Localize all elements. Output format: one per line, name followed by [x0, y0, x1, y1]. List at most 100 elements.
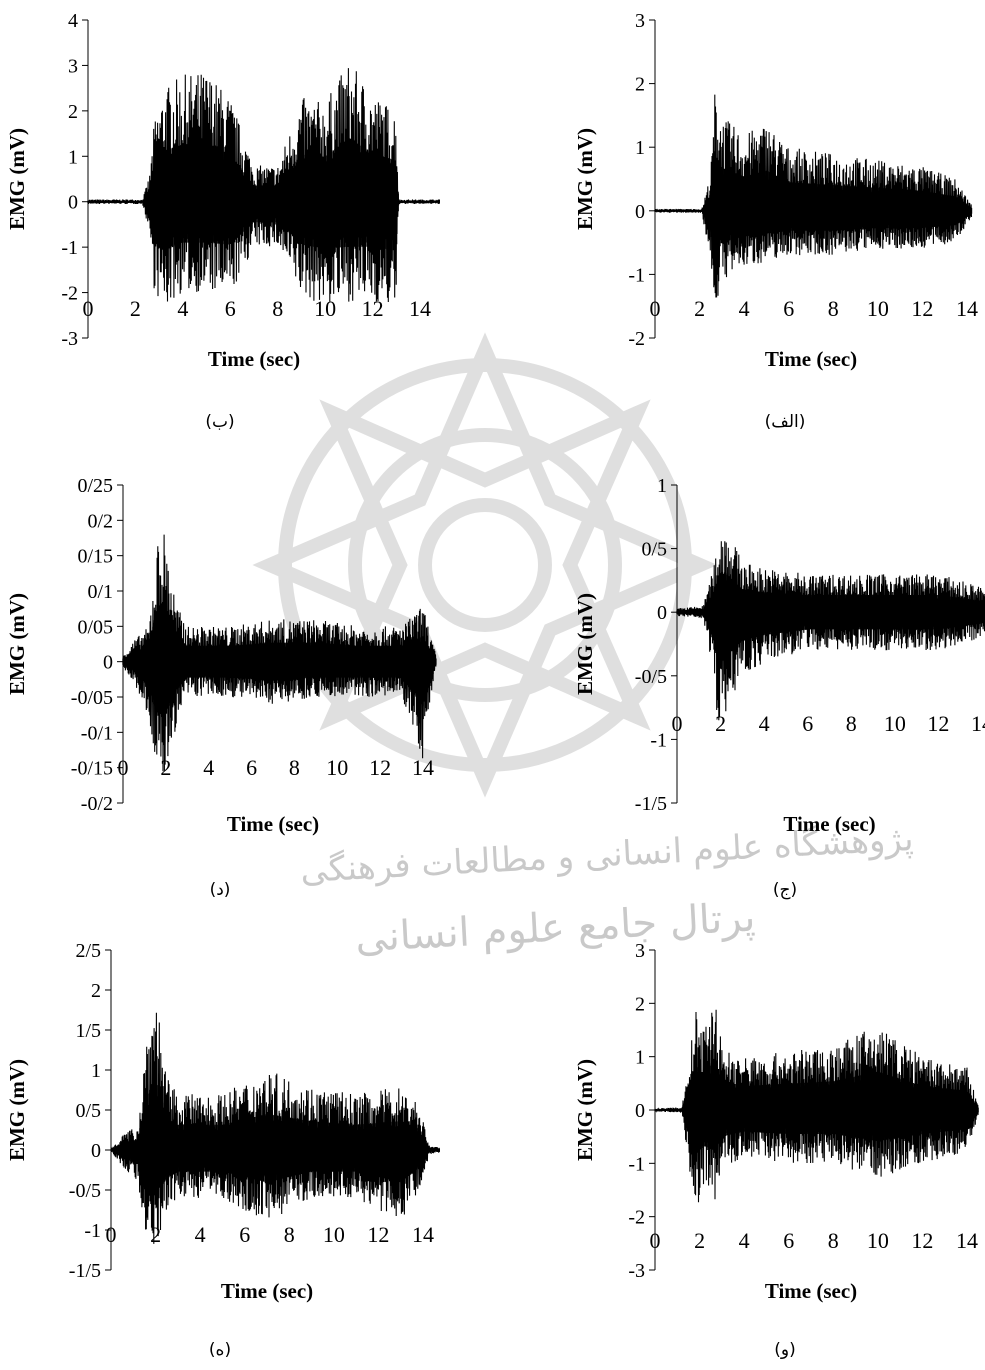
y-tick-label: -2 — [628, 328, 645, 350]
emg-signal-line — [676, 541, 985, 721]
y-tick-label: -0/15 — [71, 758, 113, 780]
caption-h: (ه) — [208, 1340, 232, 1360]
x-tick-label: 8 — [846, 711, 857, 736]
y-tick-label: -1/5 — [69, 1260, 101, 1282]
x-tick-label: 2 — [130, 296, 141, 321]
y-tick-label: 1 — [68, 146, 78, 168]
emg-signal-core — [654, 154, 973, 256]
y-tick-label: -0/5 — [635, 666, 667, 688]
emg-signal-core — [110, 1075, 440, 1197]
y-tick-label: -1/5 — [635, 793, 667, 815]
x-axis-title: Time (sec) — [208, 347, 300, 371]
caption-v: (و) — [774, 1340, 796, 1360]
y-tick-label: 0/05 — [77, 616, 113, 638]
x-tick-label: 0 — [83, 296, 94, 321]
y-axis-title: EMG (mV) — [573, 128, 597, 230]
y-tick-label: 0/15 — [77, 546, 113, 568]
y-tick-label: -2 — [628, 1207, 645, 1229]
y-tick-label: -1 — [84, 1220, 101, 1242]
x-tick-label: 0 — [650, 296, 661, 321]
x-tick-label: 6 — [225, 296, 236, 321]
x-tick-label: 0 — [672, 711, 683, 736]
x-tick-label: 10 — [323, 1222, 345, 1247]
x-tick-label: 8 — [289, 755, 300, 780]
y-tick-label: 0/5 — [75, 1100, 101, 1122]
x-tick-label: 2 — [694, 1228, 705, 1253]
y-tick-label: 0 — [635, 201, 645, 223]
y-tick-label: -1 — [628, 1153, 645, 1175]
caption-j: (ج) — [772, 880, 798, 900]
x-axis-title: Time (sec) — [783, 812, 875, 836]
y-tick-label: 3 — [635, 10, 645, 32]
emg-signal-line — [87, 68, 440, 303]
x-tick-label: 2 — [694, 296, 705, 321]
y-tick-label: -0/1 — [81, 722, 113, 744]
x-tick-label: 10 — [867, 296, 889, 321]
y-axis-title: EMG (mV) — [5, 1059, 29, 1161]
x-tick-label: 6 — [239, 1222, 250, 1247]
x-tick-label: 6 — [783, 1228, 794, 1253]
x-tick-label: 4 — [739, 1228, 750, 1253]
x-axis-title: Time (sec) — [221, 1279, 313, 1303]
x-tick-label: 8 — [272, 296, 283, 321]
y-tick-label: 0/25 — [77, 475, 113, 497]
emg-signal-line — [110, 1012, 440, 1244]
y-tick-label: -0/2 — [81, 793, 113, 815]
x-tick-label: 14 — [956, 1228, 978, 1253]
emg-chart-panel-j: -1/5-1-0/500/5102468101214Time (sec)EMG … — [573, 475, 985, 836]
x-tick-label: 12 — [911, 1228, 933, 1253]
y-tick-label: 1 — [91, 1060, 101, 1082]
y-axis-title: EMG (mV) — [5, 128, 29, 230]
x-tick-label: 14 — [412, 1222, 434, 1247]
x-tick-label: 14 — [409, 296, 431, 321]
caption-alef: (الف) — [764, 412, 806, 432]
y-tick-label: 2 — [91, 980, 101, 1002]
x-axis-title: Time (sec) — [227, 812, 319, 836]
x-tick-label: 4 — [195, 1222, 206, 1247]
x-tick-label: 4 — [203, 755, 214, 780]
y-tick-label: 0 — [635, 1100, 645, 1122]
x-tick-label: 4 — [739, 296, 750, 321]
x-tick-label: 8 — [828, 1228, 839, 1253]
y-tick-label: -1 — [61, 237, 78, 259]
x-tick-label: 6 — [246, 755, 257, 780]
y-tick-label: 3 — [68, 55, 78, 77]
emg-signal-line — [654, 94, 973, 298]
y-tick-label: 0/5 — [641, 539, 667, 561]
x-tick-label: 2 — [715, 711, 726, 736]
x-tick-label: 8 — [828, 296, 839, 321]
caption-d: (د) — [209, 880, 231, 900]
x-axis-title: Time (sec) — [765, 1279, 857, 1303]
x-tick-label: 12 — [362, 296, 384, 321]
x-tick-label: 10 — [314, 296, 336, 321]
y-tick-label: -0/05 — [71, 687, 113, 709]
y-tick-label: 3 — [635, 940, 645, 962]
x-tick-label: 10 — [867, 1228, 889, 1253]
caption-b: (ب) — [205, 412, 235, 432]
y-axis-title: EMG (mV) — [573, 1059, 597, 1161]
x-tick-label: 0 — [650, 1228, 661, 1253]
y-tick-label: -3 — [61, 328, 78, 350]
x-axis-title: Time (sec) — [765, 347, 857, 371]
y-tick-label: 0/2 — [87, 510, 113, 532]
x-tick-label: 4 — [759, 711, 770, 736]
x-tick-label: 8 — [284, 1222, 295, 1247]
y-tick-label: 2 — [635, 74, 645, 96]
y-tick-label: 1 — [657, 475, 667, 497]
y-tick-label: -2 — [61, 283, 78, 305]
emg-signal-core — [87, 138, 440, 251]
x-tick-label: 12 — [927, 711, 949, 736]
y-tick-label: 0 — [91, 1140, 101, 1162]
y-tick-label: -1 — [628, 264, 645, 286]
y-tick-label: 2 — [635, 993, 645, 1015]
x-tick-label: 12 — [367, 1222, 389, 1247]
y-tick-label: 0 — [68, 192, 78, 214]
y-tick-label: 0 — [103, 652, 113, 674]
y-tick-label: 1/5 — [75, 1020, 101, 1042]
x-tick-label: 2 — [160, 755, 171, 780]
watermark-emblem — [252, 332, 718, 798]
x-tick-label: 2 — [150, 1222, 161, 1247]
